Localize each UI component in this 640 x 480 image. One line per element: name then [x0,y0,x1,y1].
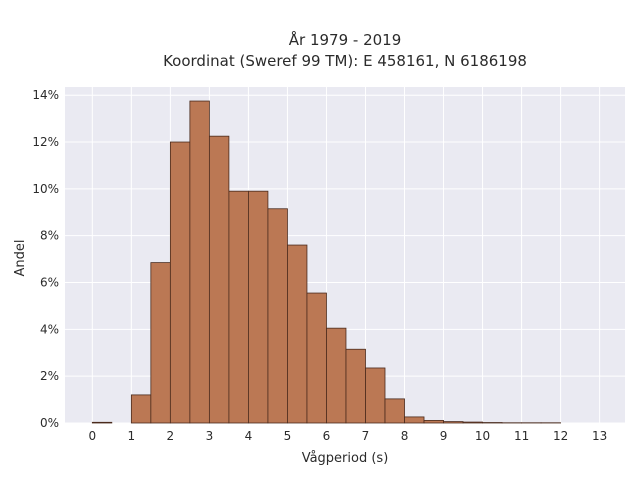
histogram-bar [189,100,210,424]
x-tick-label: 12 [553,429,568,443]
histogram-bar [287,244,308,424]
x-axis-label: Vågperiod (s) [302,451,389,466]
histogram-bar [365,367,386,424]
x-tick-label: 3 [206,429,214,443]
histogram-bar [91,421,113,424]
x-axis-ticks: 0 1 2 3 4 5 6 7 8 9 10 11 12 13 [88,429,607,443]
histogram-bar [208,135,230,424]
x-tick-label: 6 [323,429,331,443]
y-tick-label: 8% [40,229,59,243]
x-tick-label: 9 [440,429,448,443]
y-tick-label: 4% [40,322,59,336]
histogram-bar [404,416,425,424]
x-tick-label: 11 [514,429,529,443]
x-tick-label: 13 [592,429,607,443]
histogram-bar [248,190,269,424]
histogram-bar [228,190,249,424]
x-tick-label: 7 [362,429,370,443]
histogram-bar [462,421,483,424]
chart-title-line-1: År 1979 - 2019 [289,30,402,49]
y-tick-label: 2% [40,369,59,383]
x-tick-label: 0 [88,429,96,443]
y-tick-label: 12% [32,135,59,149]
histogram-bar [306,292,327,424]
histogram-bar [130,394,152,424]
x-tick-label: 1 [128,429,136,443]
histogram-bar [423,420,444,424]
x-tick-label: 10 [475,429,490,443]
x-tick-label: 4 [245,429,253,443]
y-tick-label: 0% [40,416,59,430]
histogram-bar [345,348,366,424]
y-tick-label: 10% [32,182,59,196]
histogram-bar [326,327,347,424]
y-tick-label: 14% [32,88,59,102]
y-axis-label: Andel [13,240,28,277]
chart-title-line-2: Koordinat (Sweref 99 TM): E 458161, N 61… [163,52,527,70]
histogram-bar [267,208,288,424]
histogram-bar [150,262,171,424]
x-tick-label: 2 [167,429,175,443]
y-axis-ticks: 0% 2% 4% 6% 8% 10% 12% 14% [32,88,59,430]
histogram-bar [384,398,405,424]
histogram-bar [169,141,191,424]
histogram-bars [91,100,562,424]
x-tick-label: 8 [401,429,409,443]
histogram-bar [443,421,464,424]
x-tick-label: 5 [284,429,292,443]
y-tick-label: 6% [40,276,59,290]
